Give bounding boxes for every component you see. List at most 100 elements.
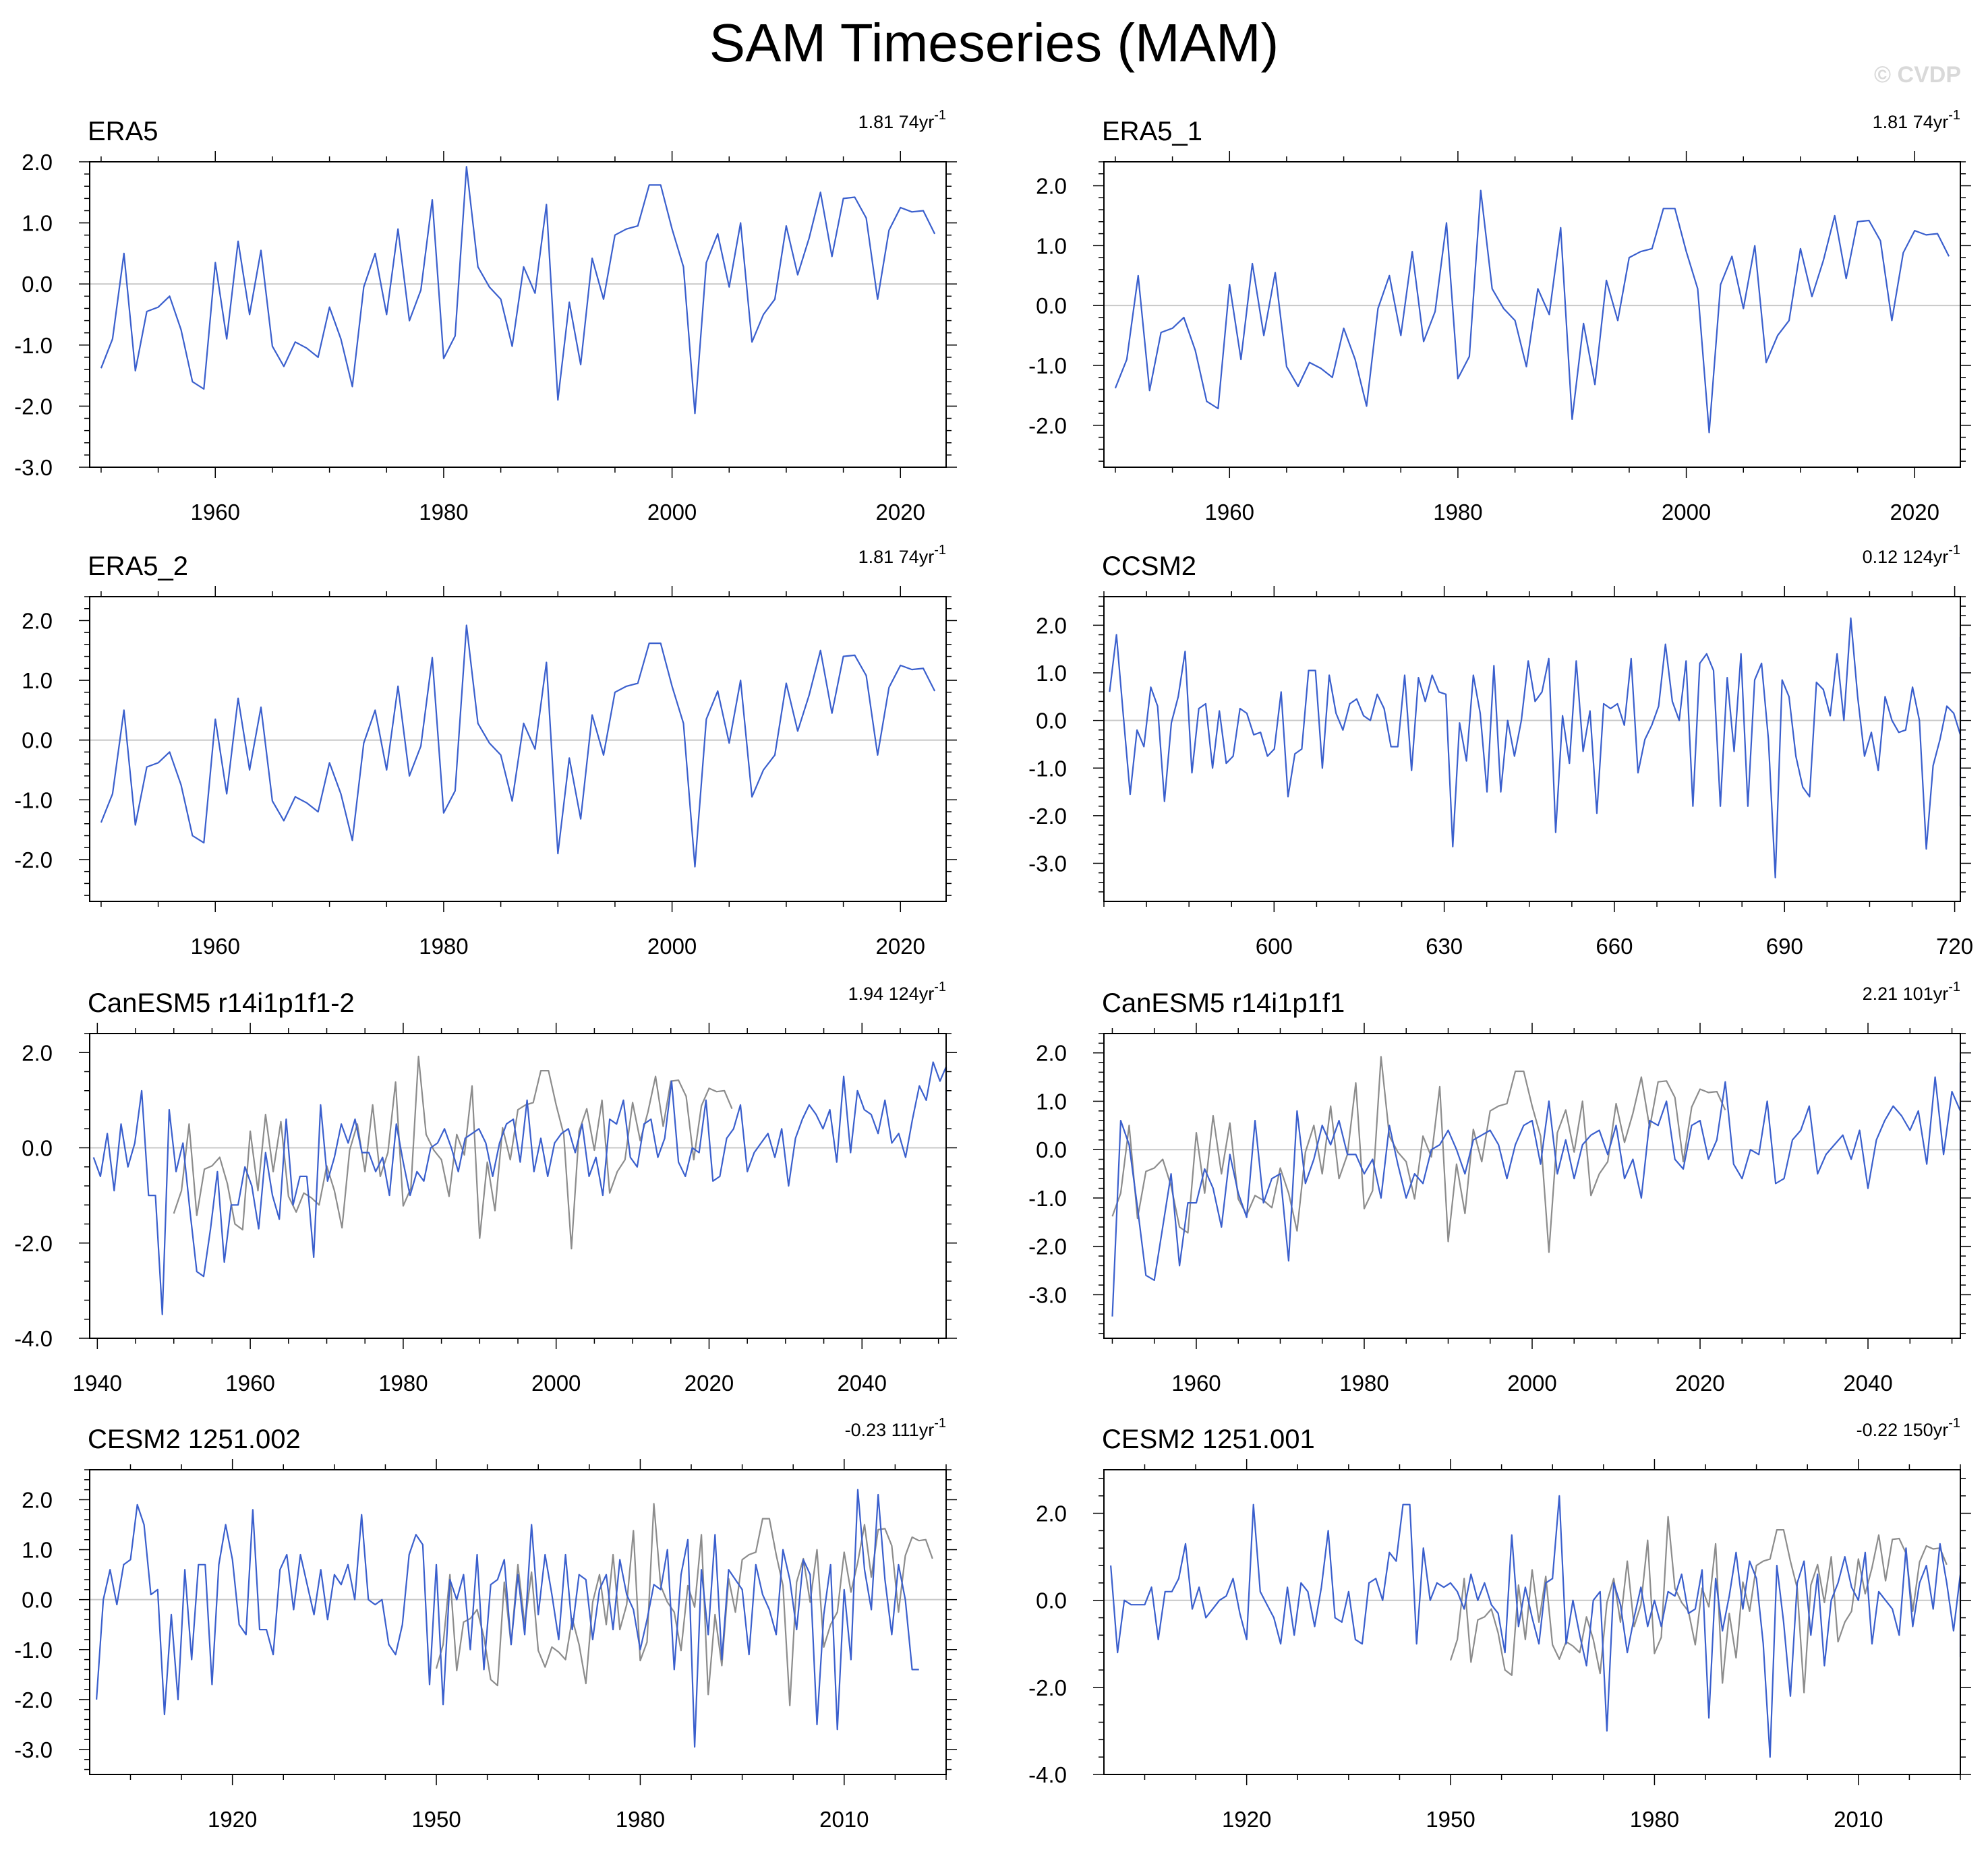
y-tick-label: 0.0 xyxy=(22,728,53,753)
panel-trend-label: 1.94 124yr-1 xyxy=(848,980,946,1004)
panel-trend-label: -0.23 111yr-1 xyxy=(845,1416,946,1440)
y-tick-label: -3.0 xyxy=(1028,1282,1067,1307)
y-tick-label: -2.0 xyxy=(14,394,53,419)
y-tick-label: 0.0 xyxy=(1036,293,1067,318)
x-tick-label: 1940 xyxy=(73,1371,122,1396)
trend-exponent: -1 xyxy=(934,543,946,558)
y-tick-label: -1.0 xyxy=(1028,353,1067,378)
y-tick-label: -1.0 xyxy=(14,1638,53,1663)
page-title: SAM Timeseries (MAM) xyxy=(709,13,1279,73)
x-tick-label: 2020 xyxy=(1890,500,1939,525)
x-tick-label: 660 xyxy=(1596,934,1633,959)
y-tick-label: 0.0 xyxy=(22,1588,53,1613)
x-tick-label: 1980 xyxy=(378,1371,428,1396)
y-tick-label: -4.0 xyxy=(14,1326,53,1351)
plot-frame xyxy=(89,1033,947,1339)
x-tick-label: 1960 xyxy=(1205,500,1254,525)
y-tick-label: 2.0 xyxy=(22,1487,53,1512)
reference-series-line xyxy=(1449,1516,1948,1694)
plot-frame xyxy=(1103,596,1961,902)
y-tick-label: 0.0 xyxy=(22,272,53,297)
y-tick-label: 1.0 xyxy=(1036,233,1067,258)
x-tick-label: 1960 xyxy=(191,934,240,959)
x-tick-label: 1980 xyxy=(1433,500,1482,525)
x-tick-label: 1980 xyxy=(419,934,468,959)
y-tick-label: -2.0 xyxy=(14,1687,53,1712)
chart-panel-1: ERA5 1.81 74yr-1 -3.0 -2.0 -1.0 0.0 1.0 2.0 1960… xyxy=(14,108,957,525)
x-tick-label: 2000 xyxy=(1507,1371,1556,1396)
x-tick-label: 2040 xyxy=(1843,1371,1892,1396)
panel-trend-label: 1.81 74yr-1 xyxy=(1873,108,1960,132)
copyright-watermark: © CVDP xyxy=(1874,62,1961,88)
x-tick-label: 2000 xyxy=(531,1371,581,1396)
reference-series-line xyxy=(435,1503,933,1706)
chart-panel-2: ERA5_1 1.81 74yr-1 -2.0 -1.0 0.0 1.0 2.0 1960 19… xyxy=(1028,108,1971,525)
plot-frame xyxy=(89,161,947,468)
x-tick-label: 1980 xyxy=(419,500,468,525)
trend-exponent: -1 xyxy=(1948,980,1960,994)
y-tick-label: 0.0 xyxy=(1036,709,1067,734)
y-tick-label: 2.0 xyxy=(1036,174,1067,199)
series-line xyxy=(100,624,936,868)
y-tick-label: 1.0 xyxy=(22,211,53,236)
trend-exponent: -1 xyxy=(934,980,946,994)
x-tick-label: 720 xyxy=(1936,934,1973,959)
y-tick-label: -2.0 xyxy=(14,847,53,872)
y-tick-label: -2.0 xyxy=(1028,413,1067,438)
trend-exponent: -1 xyxy=(1948,108,1960,123)
y-tick-label: 1.0 xyxy=(22,1538,53,1563)
x-tick-label: 690 xyxy=(1766,934,1803,959)
y-tick-label: -4.0 xyxy=(1028,1762,1067,1787)
panel-title: CanESM5 r14i1p1f1 xyxy=(1102,988,1345,1018)
plot-frame xyxy=(89,596,947,902)
x-tick-label: 2020 xyxy=(684,1371,734,1396)
trend-exponent: -1 xyxy=(934,1416,946,1431)
series-line xyxy=(1111,1061,1962,1317)
chart-panel-8: CESM2 1251.001 -0.22 150yr-1 -4.0 -2.0 0.0 2.… xyxy=(1028,1416,1971,1832)
panel-trend-label: 1.81 74yr-1 xyxy=(858,108,946,132)
y-tick-label: 1.0 xyxy=(1036,661,1067,686)
x-tick-label: 1960 xyxy=(1171,1371,1221,1396)
x-tick-label: 2000 xyxy=(647,500,697,525)
series-line xyxy=(1110,1495,1962,1758)
series-line xyxy=(1114,189,1950,434)
y-tick-label: -2.0 xyxy=(14,1231,53,1256)
trend-exponent: -1 xyxy=(934,108,946,123)
x-tick-label: 1980 xyxy=(1630,1807,1679,1832)
y-tick-label: 1.0 xyxy=(22,668,53,693)
panel-title: CCSM2 xyxy=(1102,551,1196,581)
chart-panel-5: CanESM5 r14i1p1f1-2 1.94 124yr-1 -4.0 -2.0 0… xyxy=(14,980,957,1396)
reference-series-line xyxy=(1111,1056,1726,1253)
panel-trend-label: 2.21 101yr-1 xyxy=(1863,980,1960,1004)
x-tick-label: 2000 xyxy=(647,934,697,959)
plot-frame xyxy=(1103,161,1961,468)
panel-trend-label: 1.81 74yr-1 xyxy=(858,543,946,567)
x-tick-label: 1960 xyxy=(191,500,240,525)
y-tick-label: -3.0 xyxy=(14,455,53,480)
trend-exponent: -1 xyxy=(1948,1416,1960,1431)
y-tick-label: 0.0 xyxy=(22,1136,53,1161)
x-tick-label: 2000 xyxy=(1662,500,1711,525)
panel-title: CESM2 1251.002 xyxy=(88,1425,301,1454)
y-tick-label: -1.0 xyxy=(1028,1186,1067,1211)
chart-panel-7: CESM2 1251.002 -0.23 111yr-1 -3.0 -2.0 -1.0 0… xyxy=(14,1416,957,1832)
x-tick-label: 1920 xyxy=(208,1807,257,1832)
y-tick-label: 0.0 xyxy=(1036,1137,1067,1162)
panel-title: ERA5_2 xyxy=(88,551,188,581)
x-tick-label: 2020 xyxy=(1675,1371,1724,1396)
panel-title: ERA5 xyxy=(88,117,158,146)
y-tick-label: -1.0 xyxy=(1028,756,1067,781)
plot-frame xyxy=(1103,1033,1961,1339)
series-line xyxy=(100,166,936,415)
x-tick-label: 2020 xyxy=(876,500,925,525)
x-tick-label: 2010 xyxy=(1834,1807,1883,1832)
x-tick-label: 2020 xyxy=(876,934,925,959)
y-tick-label: 2.0 xyxy=(1036,613,1067,638)
chart-panel-4: CCSM2 0.12 124yr-1 -3.0 -2.0 -1.0 0.0 1.0 2.0 60… xyxy=(1028,543,1973,959)
x-tick-label: 1950 xyxy=(411,1807,461,1832)
y-tick-label: 2.0 xyxy=(22,1040,53,1065)
panel-title: ERA5_1 xyxy=(1102,117,1202,146)
x-tick-label: 1920 xyxy=(1222,1807,1271,1832)
y-tick-label: -1.0 xyxy=(14,333,53,358)
